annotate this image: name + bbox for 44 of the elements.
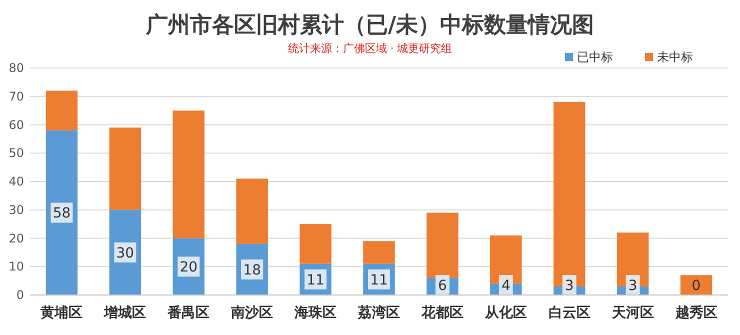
x-tick-label: 荔湾区 bbox=[357, 304, 400, 321]
bar bbox=[680, 275, 712, 295]
x-tick-label: 天河区 bbox=[610, 305, 654, 321]
chart-title: 广州市各区旧村累计（已/未）中标数量情况图 bbox=[144, 12, 594, 38]
data-label: 4 bbox=[501, 278, 510, 294]
y-tick-label: 30 bbox=[8, 202, 24, 217]
y-tick-label: 40 bbox=[8, 174, 24, 188]
bar bbox=[46, 130, 78, 295]
x-tick-label: 从化区 bbox=[484, 305, 527, 321]
y-tick-label: 10 bbox=[8, 260, 24, 274]
x-tick-label: 南沙区 bbox=[230, 305, 274, 321]
data-label: 0 bbox=[692, 278, 701, 294]
legend-label: 未中标 bbox=[657, 50, 693, 64]
x-tick-label: 越秀区 bbox=[674, 304, 718, 321]
y-tick-label: 20 bbox=[8, 231, 24, 246]
y-tick-label: 80 bbox=[8, 61, 24, 75]
bar bbox=[300, 224, 332, 264]
bar bbox=[172, 110, 204, 238]
data-label: 30 bbox=[116, 245, 134, 262]
legend-label: 已中标 bbox=[577, 50, 613, 64]
x-tick-label: 黄埔区 bbox=[40, 305, 83, 321]
bar bbox=[236, 178, 268, 244]
y-tick-label: 0 bbox=[16, 288, 24, 302]
y-tick-label: 70 bbox=[8, 89, 24, 104]
bar bbox=[426, 212, 458, 278]
data-label: 6 bbox=[438, 278, 447, 294]
data-label: 20 bbox=[180, 260, 198, 276]
data-label: 11 bbox=[370, 272, 388, 288]
bar bbox=[46, 90, 78, 130]
x-tick-label: 增城区 bbox=[103, 305, 146, 321]
x-tick-label: 番禺区 bbox=[166, 305, 210, 321]
x-tick-label: 花都区 bbox=[420, 305, 464, 321]
data-label: 58 bbox=[52, 206, 71, 222]
x-tick-label: 白云区 bbox=[548, 305, 590, 321]
bar bbox=[109, 128, 142, 210]
bar bbox=[363, 241, 395, 264]
y-tick-label: 50 bbox=[8, 146, 24, 160]
data-label: 3 bbox=[628, 278, 638, 294]
data-label: 18 bbox=[243, 262, 262, 278]
data-label: 11 bbox=[306, 272, 324, 288]
x-tick-label: 海珠区 bbox=[294, 305, 337, 321]
y-tick-label: 60 bbox=[8, 118, 24, 132]
chart-subtitle: 统计来源：广佛区域 · 城更研究组 bbox=[288, 42, 452, 55]
data-label: 3 bbox=[564, 278, 574, 294]
